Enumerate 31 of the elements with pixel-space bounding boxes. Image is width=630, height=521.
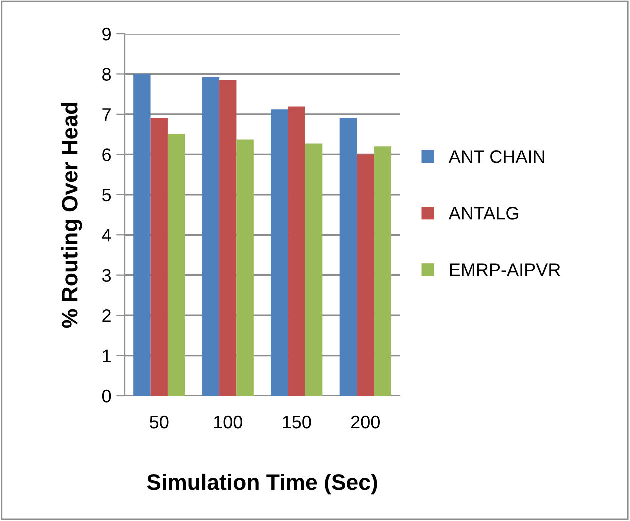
bar [340,118,358,396]
bar [134,74,151,396]
bar [220,80,237,396]
bar [271,110,288,396]
y-tick-label: 4 [102,229,112,242]
y-tick-label: 6 [102,148,112,162]
bar [168,134,186,396]
bar [288,106,306,396]
x-axis-title: Simulation Time (Sec) [147,474,378,495]
bar [357,154,374,396]
x-tick-label: 50 [150,416,169,429]
y-tick-label: 5 [102,189,112,202]
bar [202,77,220,396]
y-axis-title: % Routing Over Head [62,102,82,328]
y-tick-label: 2 [102,309,111,322]
legend-label: ANT CHAIN [448,150,544,164]
bar [150,118,168,396]
y-tick-label: 1 [103,350,111,362]
x-tick-label: 200 [351,416,380,429]
y-tick-label: 9 [102,28,111,41]
bar [374,146,392,396]
legend-label: EMRP-AIPVR [450,264,560,276]
y-tick-label: 8 [102,68,112,81]
y-tick-label: 7 [102,108,111,121]
bar [236,140,254,396]
y-tick-label: 0 [102,390,112,403]
x-tick-label: 150 [283,416,312,429]
y-tick-label: 3 [102,269,112,282]
bar [305,144,323,396]
x-tick-label: 100 [214,416,242,429]
legend-label: ANTALG [448,207,518,220]
